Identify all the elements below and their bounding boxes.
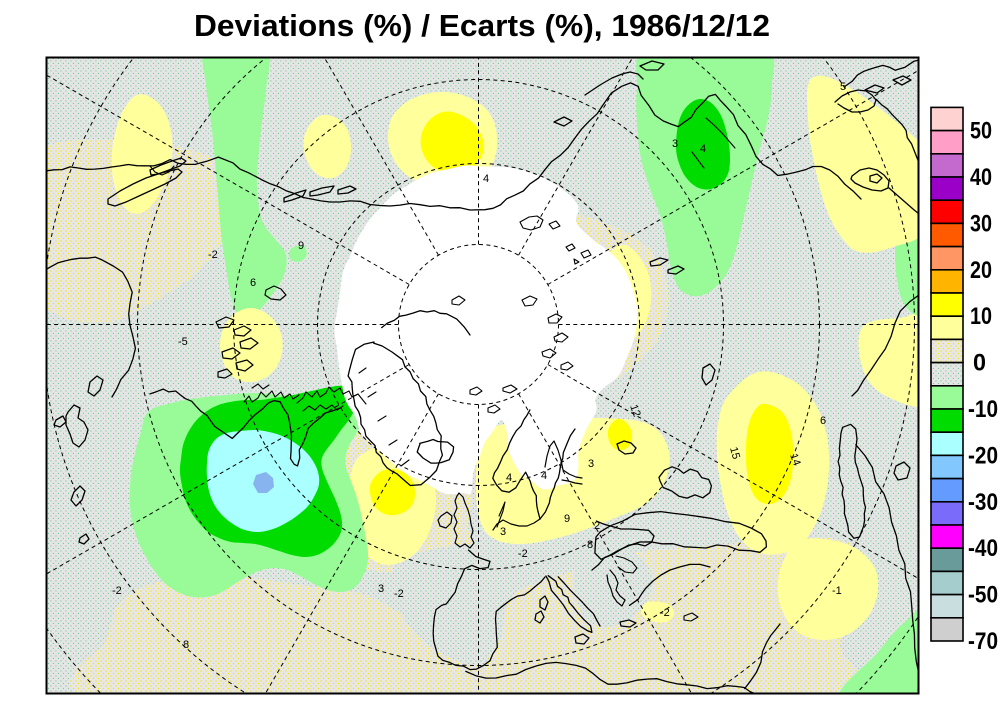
svg-text:4: 4	[541, 470, 547, 482]
svg-text:14: 14	[787, 452, 802, 468]
svg-text:9: 9	[564, 513, 570, 525]
svg-text:4: 4	[506, 472, 512, 484]
svg-text:4: 4	[483, 173, 489, 185]
svg-text:-1: -1	[832, 585, 842, 597]
svg-text:4: 4	[700, 143, 706, 155]
svg-text:6: 6	[820, 415, 826, 427]
svg-text:40: 40	[970, 164, 992, 191]
svg-text:2: 2	[594, 520, 600, 532]
svg-text:6: 6	[250, 277, 256, 289]
svg-text:5: 5	[840, 81, 846, 93]
svg-text:12: 12	[627, 403, 642, 419]
svg-text:-40: -40	[968, 535, 998, 562]
svg-text:-2: -2	[518, 548, 528, 560]
svg-text:0: 0	[973, 350, 986, 377]
svg-text:3: 3	[588, 458, 594, 470]
svg-text:Deviations (%) / Ecarts (%), 1: Deviations (%) / Ecarts (%), 1986/12/12	[194, 8, 770, 43]
svg-text:-50: -50	[968, 582, 998, 609]
svg-text:-2: -2	[394, 588, 404, 600]
svg-text:-5: -5	[178, 336, 188, 348]
svg-text:-10: -10	[968, 396, 998, 423]
svg-text:10: 10	[970, 303, 992, 330]
svg-text:20: 20	[970, 257, 992, 284]
svg-text:8: 8	[587, 539, 593, 551]
svg-text:50: 50	[970, 118, 992, 145]
svg-text:3: 3	[500, 526, 506, 538]
svg-text:8: 8	[183, 639, 189, 651]
svg-text:9: 9	[298, 240, 304, 252]
svg-text:-2: -2	[660, 607, 670, 619]
svg-text:15: 15	[727, 446, 742, 461]
svg-text:-2: -2	[208, 249, 218, 261]
svg-text:-70: -70	[968, 628, 998, 655]
svg-text:3: 3	[672, 138, 678, 150]
svg-text:-2: -2	[112, 585, 122, 597]
svg-text:3: 3	[378, 583, 384, 595]
svg-text:30: 30	[970, 210, 992, 237]
svg-text:-30: -30	[968, 489, 998, 516]
svg-text:-20: -20	[968, 442, 998, 469]
